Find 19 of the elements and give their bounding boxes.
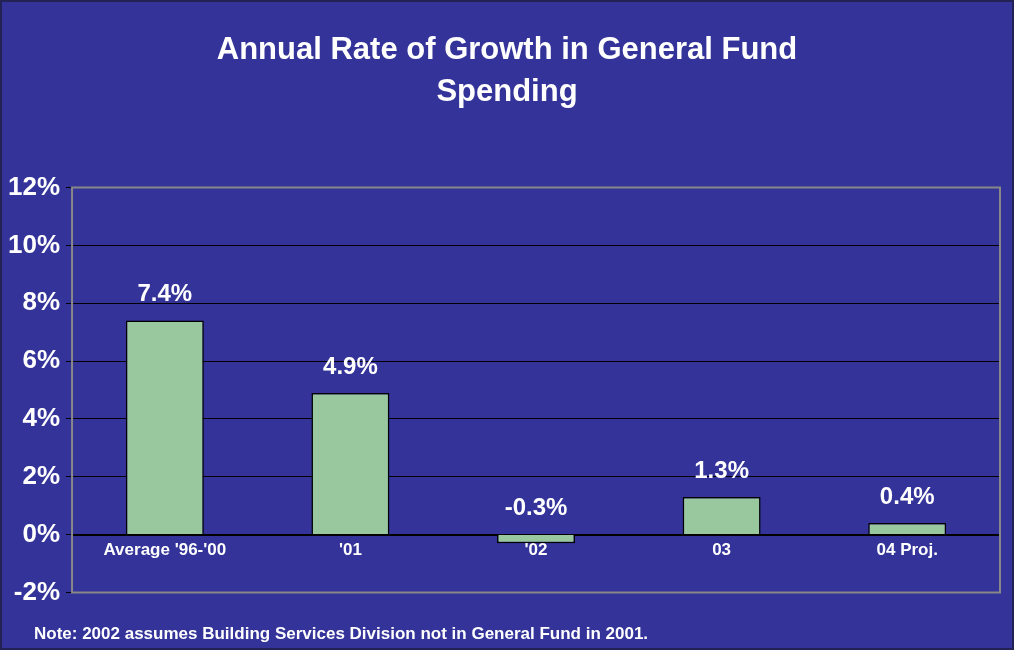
data-label: 0.4% <box>879 481 935 509</box>
y-tick-label: 10% <box>7 228 61 259</box>
x-tick-label: '02 <box>524 540 548 560</box>
y-tick-label: 0% <box>22 517 61 548</box>
y-tick-label: 2% <box>22 459 61 490</box>
text: Note: 2002 assumes Building Services Division not in General Fund in 2001. <box>34 624 649 644</box>
chart-title: Annual Rate of Growth in General Fund Spending <box>215 30 799 110</box>
data-label: 1.3% <box>694 455 749 483</box>
data-label: -0.3% <box>504 493 568 521</box>
y-tick-label: -2% <box>13 575 61 606</box>
x-tick-label: Average '96-'00 <box>103 540 227 560</box>
y-tick-label: 8% <box>22 286 61 317</box>
data-label: 7.4% <box>137 279 193 307</box>
x-tick-label: 04 Proj. <box>876 540 938 560</box>
x-tick-label: 03 <box>712 540 732 560</box>
x-tick-label: '01 <box>338 540 362 560</box>
y-tick-label: 6% <box>22 344 61 375</box>
y-tick-label: 12% <box>7 170 61 201</box>
y-tick-label: 4% <box>22 402 61 433</box>
